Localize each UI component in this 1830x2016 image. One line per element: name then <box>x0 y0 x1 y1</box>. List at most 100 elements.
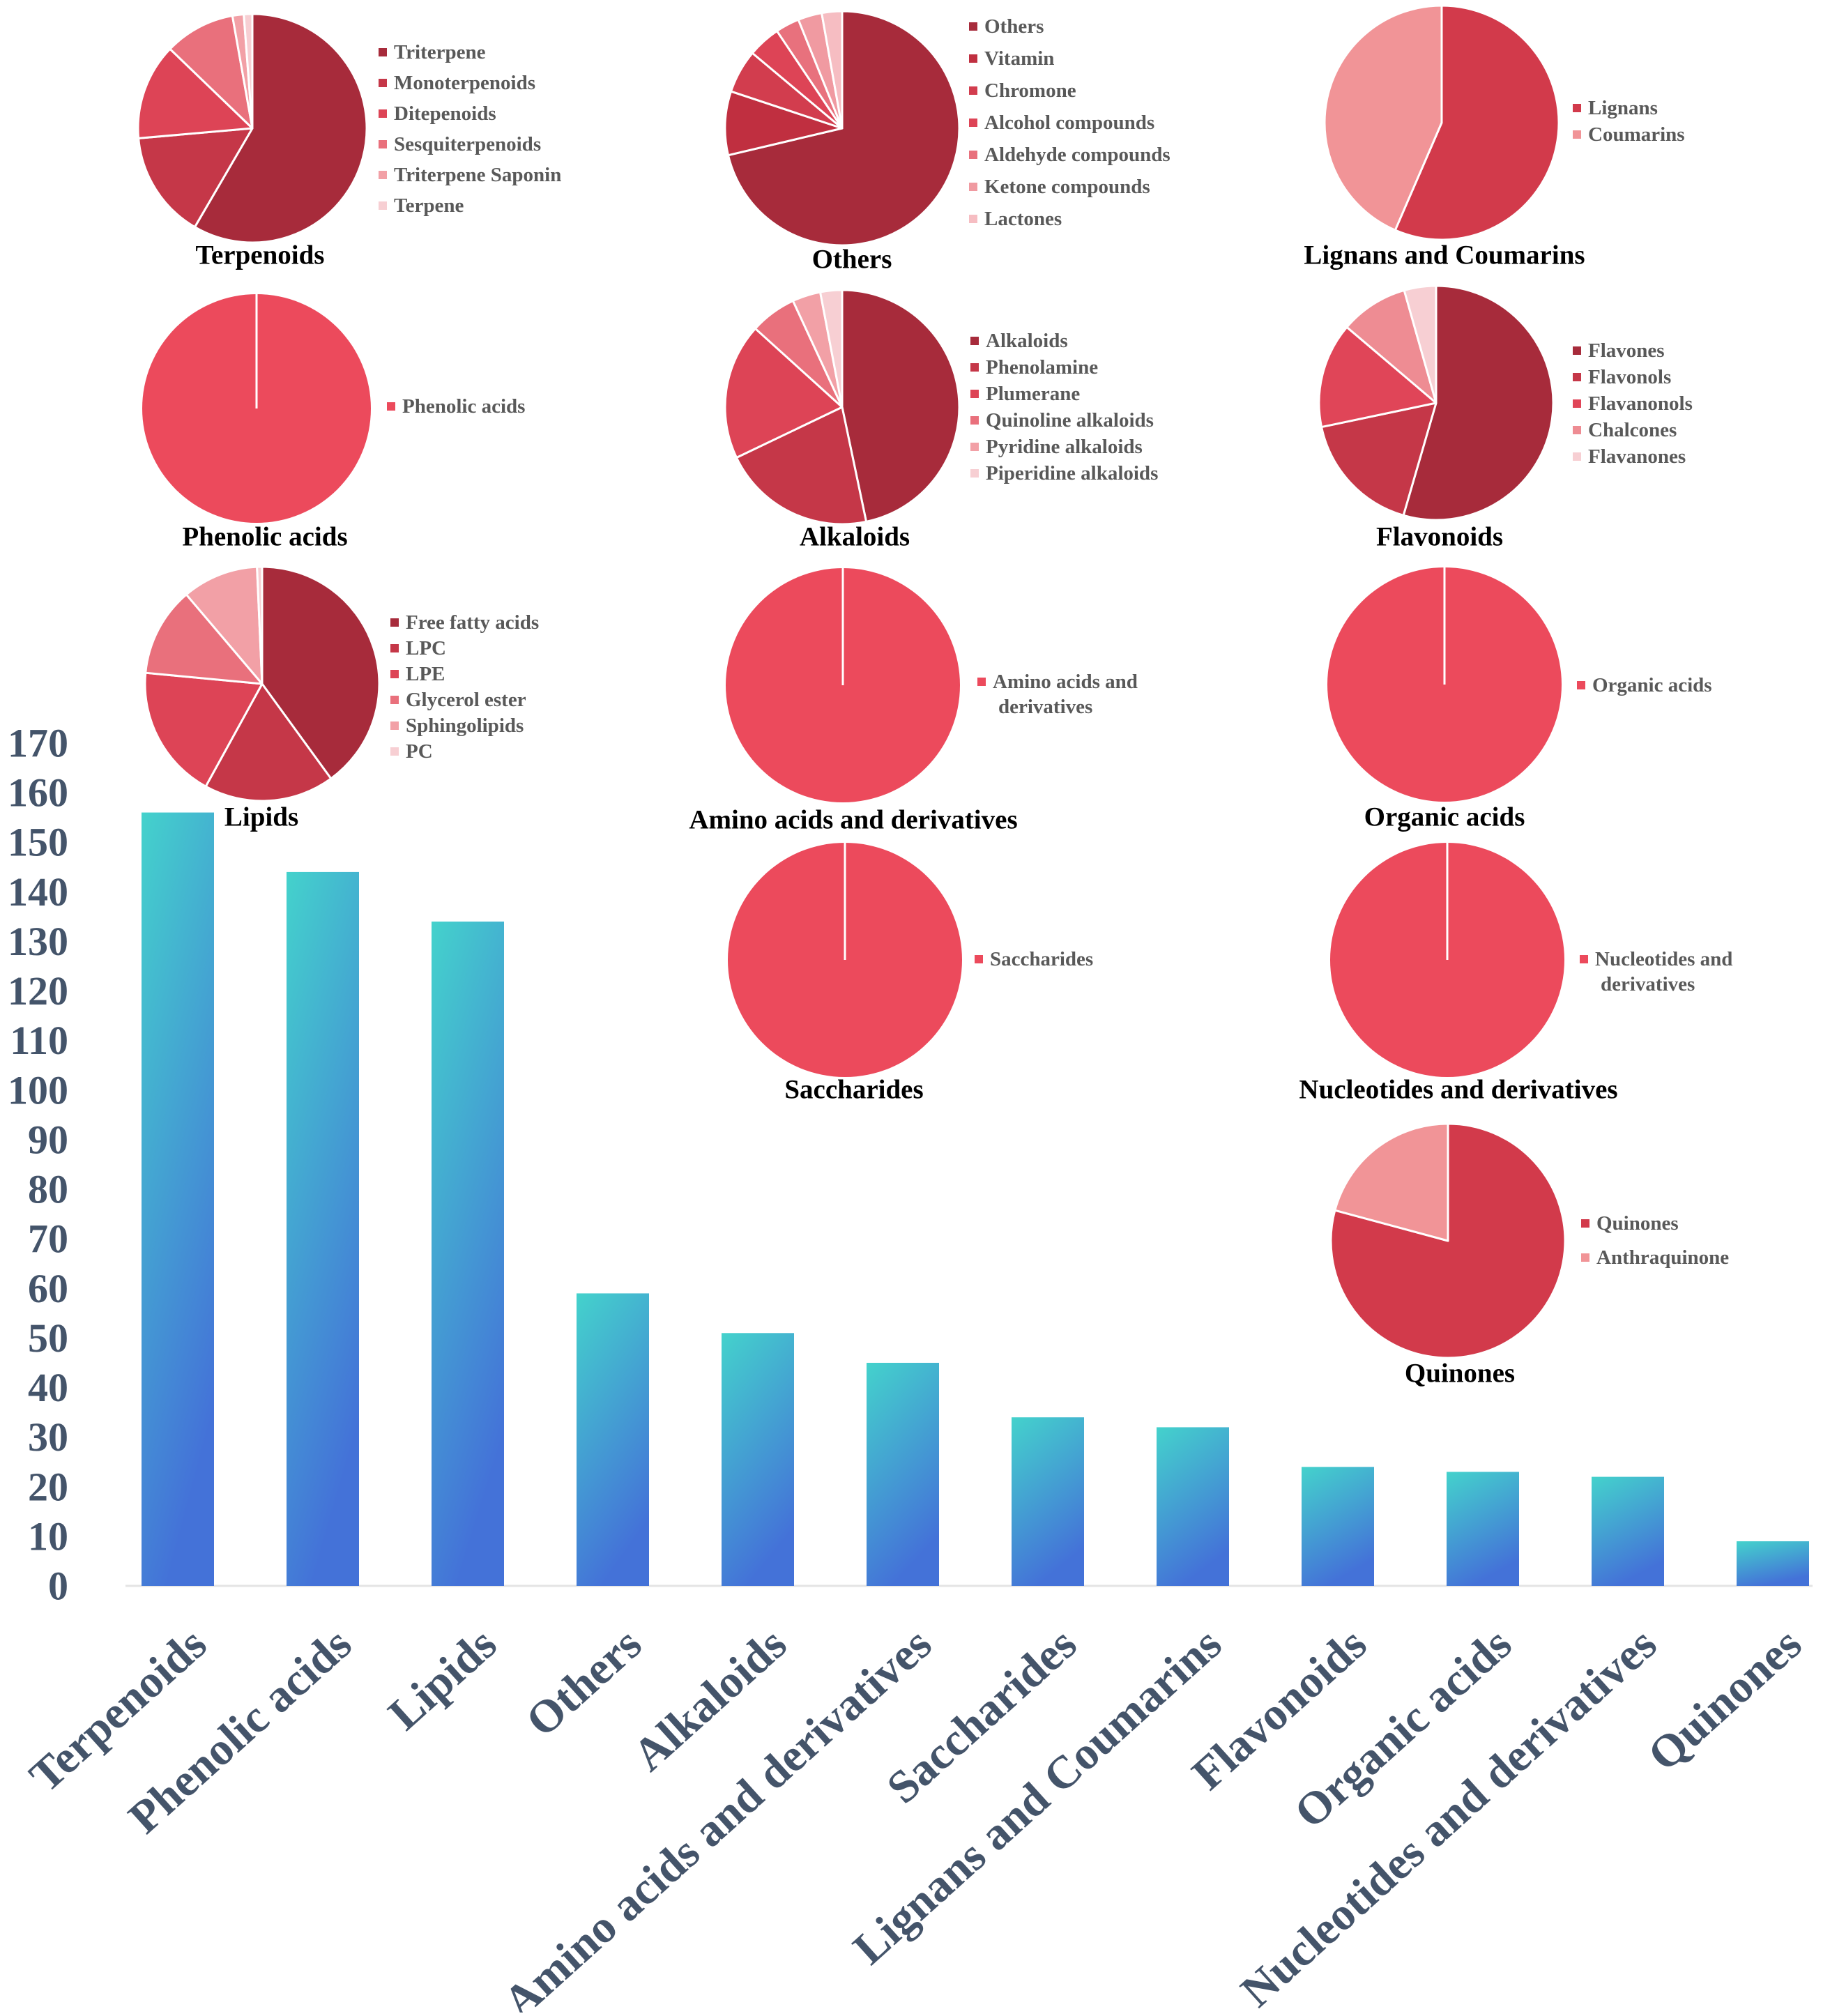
pie-slice-phenolamine <box>735 406 868 526</box>
legend-label-lpc: LPC <box>406 637 446 659</box>
bar-phenolic-acids <box>287 871 359 1586</box>
y-tick-label-130: 130 <box>8 919 68 964</box>
bar-quinones <box>1737 1541 1809 1586</box>
pie-slice-lpe <box>144 671 264 788</box>
pie-slice-monoterpenoids <box>137 127 254 229</box>
pie-slice-lactones <box>821 10 844 130</box>
legend-swatch-plumerane <box>970 390 979 398</box>
y-tick-label-170: 170 <box>8 721 68 766</box>
legend-label-pc: PC <box>406 740 433 763</box>
legend-swatch-chalcones <box>1573 426 1581 434</box>
pie-slice-alkaloids <box>841 289 961 523</box>
y-tick-label-160: 160 <box>8 770 68 816</box>
legend-label-ditepenoids: Ditepenoids <box>394 102 496 125</box>
legend-swatch-sesquiterpenoids <box>379 140 387 148</box>
y-tick-label-100: 100 <box>8 1067 68 1113</box>
pie-slice-anthraquinone <box>1334 1122 1449 1242</box>
pie-slice-others <box>727 10 961 247</box>
legend-swatch-anthraquinone <box>1581 1253 1589 1262</box>
legend-label-pyridine-alkaloids: Pyridine alkaloids <box>986 436 1143 458</box>
legend-swatch-phenolamine <box>970 363 979 372</box>
pie-chart-organic-acids: Organic acids Organic acids <box>1327 567 1712 832</box>
y-tick-label-0: 0 <box>48 1564 68 1609</box>
bar-organic-acids <box>1447 1472 1519 1586</box>
pie-slice-free-fatty-acids <box>261 565 381 780</box>
legend-label-quinones: Quinones <box>1596 1212 1679 1235</box>
pie-slice-lpc <box>204 682 333 802</box>
legend-label-lignans: Lignans <box>1588 97 1658 119</box>
legend-label-phenolic-acids: Phenolic acids <box>402 395 525 418</box>
pie-legend-alkaloids: Alkaloids Phenolamine Plumerane Quinoline a… <box>970 330 1158 484</box>
pie-title-terpenoids: Terpenoids <box>196 240 325 270</box>
legend-label-quinoline-alkaloids: Quinoline alkaloids <box>986 409 1154 432</box>
y-tick-label-120: 120 <box>8 968 68 1014</box>
legend-swatch-triterpene-saponin <box>379 171 387 179</box>
y-tick-label-140: 140 <box>8 869 68 915</box>
pie-legend-nucleotides-and-derivatives: Nucleotides and derivatives <box>1580 948 1732 995</box>
pie-title-phenolic-acids: Phenolic acids <box>182 522 347 552</box>
legend-swatch-alkaloids <box>970 337 979 345</box>
legend-label-organic-acids: Organic acids <box>1592 674 1712 696</box>
legend-swatch-saccharides <box>975 955 983 963</box>
pie-chart-terpenoids: Terpenoids Triterpene Monoterpenoids Ditepe… <box>137 13 561 270</box>
pie-slice-vitamin <box>724 90 844 157</box>
legend-label-sesquiterpenoids: Sesquiterpenoids <box>394 133 541 155</box>
pie-title-saccharides: Saccharides <box>784 1075 923 1105</box>
pie-legend-lipids: Free fatty acids LPC LPE Glycerol ester Sphi… <box>390 611 539 763</box>
legend-label-coumarins: Coumarins <box>1588 123 1685 146</box>
legend-label-glycerol-ester: Glycerol ester <box>406 689 526 711</box>
pie-slice-triterpene <box>193 13 368 244</box>
legend-swatch-lactones <box>969 215 977 223</box>
pie-slice-coumarins <box>1323 4 1443 231</box>
pie-chart-lignans-and-coumarins: Lignans and Coumarins Lignans Coumarins <box>1304 4 1685 270</box>
legend-label-flavanones: Flavanones <box>1588 445 1686 468</box>
bar-lipids <box>432 922 504 1586</box>
legend-label-alkaloids: Alkaloids <box>986 330 1068 352</box>
legend-label-piperidine-alkaloids: Piperidine alkaloids <box>986 462 1158 484</box>
legend-label-triterpene-saponin: Triterpene Saponin <box>394 164 561 186</box>
bars <box>142 812 1809 1586</box>
pie-legend-terpenoids: Triterpene Monoterpenoids Ditepenoids Sesqu… <box>379 41 561 217</box>
pie-slice-piperidine-alkaloids <box>819 289 844 408</box>
bar-others <box>577 1293 649 1586</box>
pie-legend-organic-acids: Organic acids <box>1577 674 1712 696</box>
pie-slice-terpene <box>243 13 254 130</box>
legend-swatch-alcohol-compounds <box>969 119 977 127</box>
legend-swatch-pc <box>390 747 399 756</box>
bar-lignans-and-coumarins <box>1157 1427 1229 1586</box>
legend-label-triterpene: Triterpene <box>394 41 486 63</box>
pie-title-lipids: Lipids <box>224 802 298 832</box>
pie-title-amino-acids-and-derivatives: Amino acids and derivatives <box>689 805 1017 835</box>
legend-label-free-fatty-acids: Free fatty acids <box>406 611 539 634</box>
bar-nucleotides-and-derivatives <box>1592 1476 1664 1586</box>
legend-swatch-glycerol-ester <box>390 696 399 704</box>
bar-alkaloids <box>722 1333 794 1586</box>
legend-label-flavanonols: Flavanonols <box>1588 392 1693 415</box>
y-tick-label-90: 90 <box>28 1117 68 1162</box>
pie-slice-flavanones <box>1403 284 1438 404</box>
legend-label-nucleotides-and-derivatives: Nucleotides and derivatives <box>1595 948 1732 995</box>
y-tick-label-20: 20 <box>28 1464 68 1509</box>
legend-swatch-organic-acids <box>1577 681 1585 689</box>
legend-label-others: Others <box>984 15 1044 38</box>
y-tick-label-40: 40 <box>28 1365 68 1410</box>
legend-swatch-vitamin <box>969 54 977 63</box>
legend-swatch-others <box>969 22 977 31</box>
legend-label-lactones: Lactones <box>984 208 1062 230</box>
pie-chart-flavonoids: Flavonoids Flavones Flavonols Flavanonols Ch… <box>1318 284 1693 552</box>
legend-label-phenolamine: Phenolamine <box>986 356 1098 379</box>
legend-swatch-lpe <box>390 670 399 678</box>
legend-swatch-lpc <box>390 644 399 652</box>
y-tick-label-30: 30 <box>28 1414 68 1460</box>
legend-swatch-flavonols <box>1573 373 1581 381</box>
pie-slice-glycerol-ester <box>144 593 264 685</box>
pie-chart-alkaloids: Alkaloids Alkaloids Phenolamine Plumerane Qu… <box>724 289 1158 552</box>
legend-label-sphingolipids: Sphingolipids <box>406 715 524 737</box>
y-tick-label-80: 80 <box>28 1167 68 1212</box>
pie-title-nucleotides-and-derivatives: Nucleotides and derivatives <box>1299 1075 1617 1105</box>
pie-slice-sphingolipids <box>185 565 264 685</box>
pie-legend-amino-acids-and-derivatives: Amino acids and derivatives <box>977 671 1138 718</box>
pie-slice-flavanonols <box>1318 326 1438 429</box>
legend-swatch-amino-acids-and-derivatives <box>977 678 986 686</box>
